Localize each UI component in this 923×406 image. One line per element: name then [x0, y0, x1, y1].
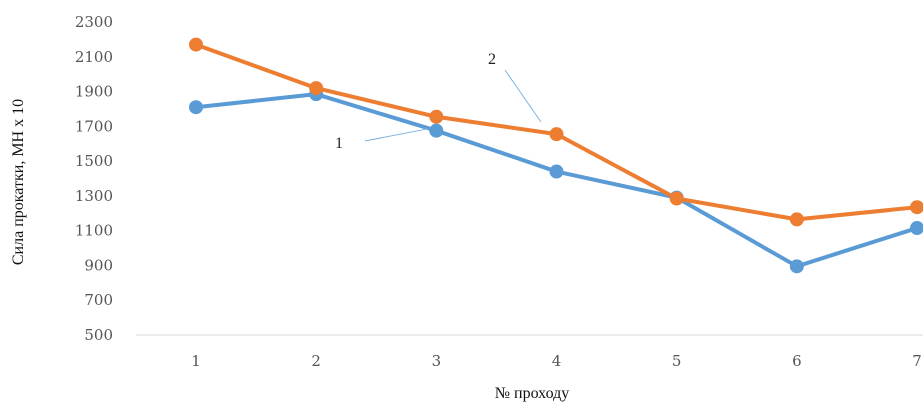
- y-axis-ticks: 500 700 900 1100 1300 1500 1700 1900 2100 2300: [75, 13, 113, 344]
- y-tick-label: 1500: [75, 152, 113, 170]
- series-line-1: [195, 92, 918, 269]
- x-tick-label: 3: [432, 352, 442, 370]
- x-tick-label: 1: [191, 352, 201, 370]
- series-1: [189, 87, 923, 274]
- series-callouts: 12: [335, 51, 542, 152]
- y-tick-label: 1300: [75, 187, 113, 205]
- y-axis-title: Сила прокатки, МН х 10: [10, 99, 27, 265]
- y-tick-label: 1700: [75, 117, 113, 135]
- data-point: [429, 109, 444, 124]
- series-callout-1: 1: [335, 135, 343, 152]
- y-tick-label: 1900: [75, 83, 113, 101]
- series-callout-2: 2: [488, 51, 496, 68]
- y-tick-label: 2100: [75, 48, 113, 66]
- x-axis-ticks: 1 2 3 4 5 6 7: [191, 352, 922, 370]
- x-tick-label: 7: [912, 352, 922, 370]
- data-point: [429, 123, 444, 138]
- y-tick-label: 700: [84, 291, 113, 309]
- callout-leader-1: [364, 128, 429, 142]
- series-2: [189, 37, 923, 227]
- data-point: [789, 259, 804, 274]
- x-tick-label: 6: [792, 352, 802, 370]
- data-point: [669, 191, 684, 206]
- x-tick-label: 4: [552, 352, 562, 370]
- x-axis-title: № проходу: [495, 385, 570, 402]
- data-point: [309, 81, 324, 96]
- y-tick-label: 900: [84, 256, 113, 274]
- data-point: [189, 100, 203, 115]
- series-layer: [189, 37, 923, 274]
- data-point: [910, 221, 923, 236]
- callout-leader-2: [504, 69, 542, 123]
- y-tick-label: 1100: [75, 222, 113, 240]
- x-tick-label: 5: [672, 352, 682, 370]
- data-point: [910, 200, 923, 215]
- data-point: [549, 127, 564, 142]
- x-tick-label: 2: [311, 352, 321, 370]
- y-tick-label: 500: [84, 326, 113, 344]
- data-point: [549, 164, 564, 179]
- data-point: [189, 37, 203, 52]
- data-point: [789, 212, 804, 227]
- y-tick-label: 2300: [75, 13, 113, 31]
